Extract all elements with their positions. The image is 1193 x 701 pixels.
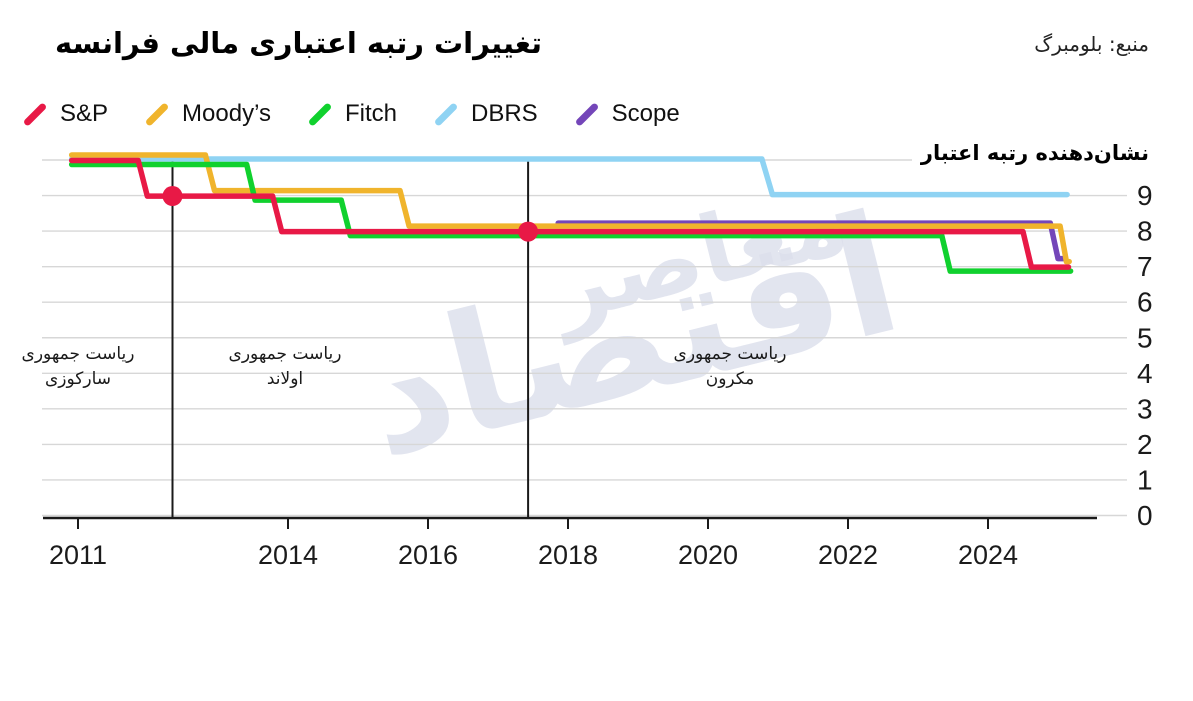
president-label-line1: ریاست جمهوری: [673, 344, 787, 364]
y-axis-note: نشان‌دهنده رتبه اعتبار: [920, 141, 1149, 165]
president-label-line2: مکرون: [705, 369, 755, 389]
president-label-line1: ریاست جمهوری: [21, 344, 135, 364]
x-tick-label: 2022: [818, 540, 878, 570]
legend-item-scope: Scope: [572, 100, 680, 128]
legend-item-dbrs: DBRS: [431, 100, 538, 128]
legend-label-moodys: Moody’s: [182, 100, 271, 127]
x-tick-label: 2024: [958, 540, 1018, 570]
page-title: تغییرات رتبه اعتباری مالی فرانسه: [55, 26, 543, 60]
source-label: منبع: بلومبرگ: [1034, 32, 1149, 56]
y-tick-label: 0: [1137, 500, 1153, 531]
legend-item-fitch: Fitch: [305, 100, 397, 128]
legend-item-sp: S&P: [20, 100, 108, 128]
y-tick-label: 2: [1137, 429, 1153, 460]
x-tick-label: 2020: [678, 540, 738, 570]
y-tick-label: 9: [1137, 180, 1153, 211]
president-label-line1: ریاست جمهوری: [228, 344, 342, 364]
series-line-moodys: [68, 152, 1072, 265]
downgrade-marker: [518, 221, 539, 242]
legend-item-moodys: Moody’s: [142, 100, 271, 128]
legend-label-sp: S&P: [60, 100, 109, 127]
x-tick-label: 2011: [49, 540, 107, 570]
legend-label-fitch: Fitch: [344, 100, 397, 127]
x-tick-label: 2018: [538, 540, 598, 570]
y-tick-label: 4: [1137, 358, 1153, 389]
series-line-scope: [555, 220, 1067, 262]
legend-label-dbrs: DBRS: [470, 100, 538, 127]
president-label-macron: ریاست جمهوری مکرون: [655, 342, 805, 392]
series-line-dbrs: [68, 156, 1070, 198]
president-label-sarkozy: ریاست جمهوری سارکوزی: [3, 342, 153, 392]
y-tick-label: 5: [1137, 322, 1153, 353]
legend-label-scope: Scope: [611, 100, 680, 127]
president-label-line2: سارکوزی: [44, 369, 112, 389]
president-label-line2: اولاند: [266, 369, 304, 389]
y-tick-label: 3: [1137, 393, 1153, 424]
series-line-fitch: [68, 161, 1074, 274]
y-tick-label: 6: [1137, 287, 1153, 318]
legend: S&P Moody’s Fitch DBRS Scope: [20, 100, 680, 128]
y-tick-label: 8: [1137, 216, 1153, 247]
president-label-hollande: ریاست جمهوری اولاند: [210, 342, 360, 392]
y-tick-label: 1: [1137, 464, 1153, 495]
downgrade-marker: [162, 186, 183, 207]
x-tick-label: 2016: [398, 540, 458, 570]
x-tick-label: 2014: [258, 540, 318, 570]
y-tick-label: 7: [1137, 251, 1153, 282]
series-line-sp: [68, 157, 1072, 270]
